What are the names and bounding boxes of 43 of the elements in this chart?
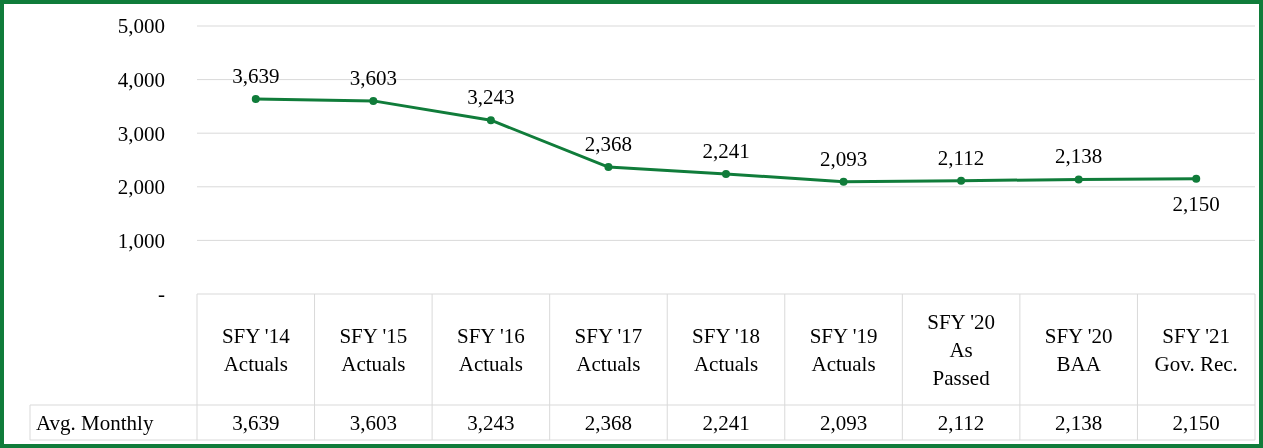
x-tick-label: SFY '15 Actuals [339, 323, 408, 376]
point [839, 177, 848, 186]
text: 2,150 [1172, 191, 1220, 216]
y-tick-label: 1,000 [117, 228, 165, 253]
text: 2,368 [584, 132, 633, 157]
text: 2,241 [702, 138, 750, 163]
text: 2,112 [937, 145, 985, 170]
point [251, 94, 260, 103]
data-label: 2,138 [1055, 410, 1103, 435]
x-tick-label: SFY '14 Actuals [221, 323, 291, 376]
point [722, 169, 730, 178]
point [957, 176, 966, 185]
x-tick-label: SFY '16 Actuals [457, 323, 525, 376]
y-tick-label: - [158, 282, 165, 307]
point [486, 116, 495, 125]
x-tick-label: SFY '18 Actuals [692, 323, 760, 376]
text: Avg. Monthly [36, 410, 154, 435]
data-label: 2,093 [819, 410, 868, 435]
y-tick-label: 2,000 [117, 175, 165, 200]
x-tick-label: SFY '17 Actuals [574, 323, 643, 376]
data-label: 3,603 [349, 410, 397, 435]
point [604, 163, 613, 172]
x-tick-label: SFY '20 BAA [1044, 323, 1113, 376]
data-label: 2,112 [937, 410, 985, 435]
point [1074, 175, 1083, 184]
y-tick-label: 5,000 [117, 14, 165, 39]
data-label: 2,150 [1172, 410, 1220, 435]
x-tick-label: SFY '21 Gov. Rec. [1154, 323, 1238, 376]
data-label: 3,639 [232, 410, 280, 435]
text: 3,243 [467, 85, 515, 110]
text: 2,138 [1055, 144, 1103, 169]
point [369, 96, 378, 105]
x-tick-label: SFY '20 As Passed [927, 309, 995, 390]
data-label: 2,241 [702, 410, 750, 435]
data-label: 2,368 [584, 410, 633, 435]
text: 3,603 [349, 65, 397, 90]
y-tick-label: 4,000 [117, 67, 165, 92]
text: 2,093 [819, 146, 868, 171]
point [1192, 174, 1201, 183]
data-label: 3,243 [467, 410, 515, 435]
x-tick-label: SFY '19 Actuals [809, 323, 878, 376]
y-tick-label: 3,000 [117, 121, 165, 146]
text: 3,639 [232, 63, 280, 88]
